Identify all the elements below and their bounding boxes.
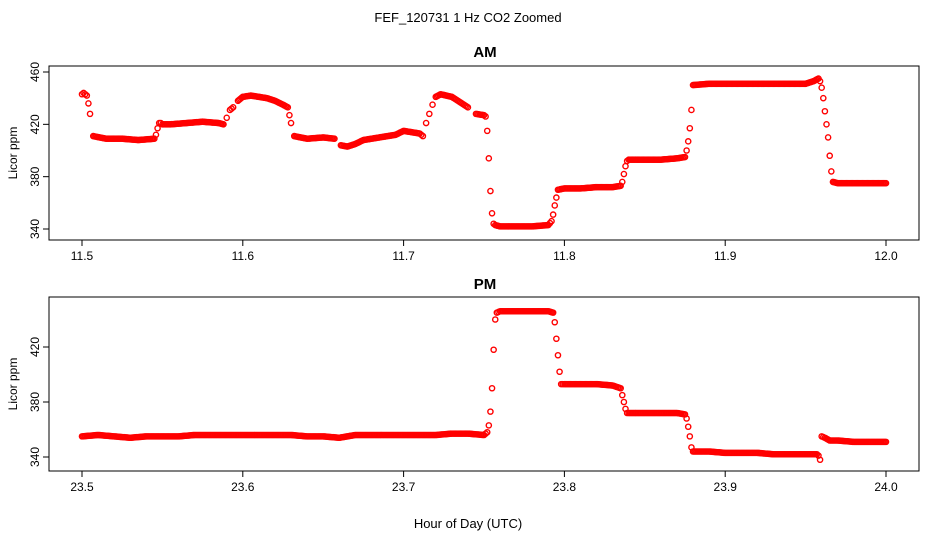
- am-data-point: [331, 135, 338, 143]
- am-data-point: [220, 121, 227, 128]
- panel-am-y-axis: 340 380 420 460: [28, 62, 49, 239]
- panel-pm-ylabel: Licor ppm: [6, 358, 20, 411]
- am-data-point: [429, 101, 436, 109]
- pm-data-point: [617, 384, 624, 392]
- pm-data-point: [882, 438, 890, 446]
- am-x-tick-label: 11.7: [392, 249, 415, 263]
- am-data-point: [683, 147, 690, 154]
- am-data-point: [688, 106, 695, 114]
- am-data-point: [819, 94, 827, 102]
- am-y-tick-label: 340: [28, 219, 42, 239]
- am-data-point: [287, 119, 295, 127]
- panel-pm-y-axis: 340 380 420: [28, 337, 49, 467]
- am-x-tick-label: 11.9: [714, 249, 737, 263]
- am-data-point: [83, 92, 91, 99]
- panel-am-x-axis: 11.5 11.6 11.7 11.8 11.9 12.0: [71, 240, 898, 263]
- pm-x-tick-label: 24.0: [874, 480, 898, 494]
- am-data-point: [426, 110, 433, 118]
- figure-title: FEF_120731 1 Hz CO2 Zoomed: [374, 10, 561, 25]
- pm-data-point: [488, 384, 496, 392]
- am-data-point: [620, 170, 628, 178]
- am-data-point: [419, 132, 427, 140]
- pm-data-point: [490, 346, 497, 354]
- am-x-tick-label: 11.8: [553, 249, 576, 263]
- am-data-point: [824, 134, 832, 141]
- am-data-point: [549, 211, 557, 218]
- am-data-point: [223, 114, 231, 122]
- am-data-point: [229, 104, 237, 111]
- am-y-tick-label: 420: [28, 114, 42, 134]
- pm-data-point: [549, 309, 557, 316]
- pm-data-point: [483, 428, 491, 436]
- figure-xlabel: Hour of Day (UTC): [414, 516, 522, 531]
- panel-am: AM Licor ppm 11.5 11.6 11.7 11.8 11.9 12.0 34…: [6, 44, 920, 263]
- pm-x-tick-label: 23.8: [553, 480, 577, 494]
- am-data-point: [85, 100, 92, 107]
- panel-pm: PM Licor ppm 23.5 23.6 23.7 23.8 23.9 24.0 34…: [6, 276, 920, 494]
- am-x-tick-label: 11.6: [232, 249, 255, 263]
- panel-am-ylabel: Licor ppm: [6, 127, 20, 180]
- panel-am-frame: [48, 65, 920, 241]
- pm-data-point: [683, 415, 690, 422]
- pm-data-point: [620, 398, 628, 406]
- pm-y-tick-label: 340: [28, 447, 42, 467]
- am-data-point: [483, 127, 491, 135]
- pm-data-point: [553, 335, 560, 343]
- am-data-point: [422, 119, 430, 127]
- pm-data-point: [551, 318, 559, 326]
- am-data-point: [828, 168, 835, 175]
- am-data-point: [286, 111, 293, 119]
- am-data-point: [686, 124, 694, 132]
- pm-x-tick-label: 23.5: [70, 480, 94, 494]
- pm-data-point: [816, 456, 824, 464]
- am-data-point: [823, 121, 830, 128]
- am-data-point: [464, 104, 472, 111]
- am-data-point: [488, 209, 496, 217]
- am-data-point: [681, 153, 689, 161]
- pm-x-tick-label: 23.6: [231, 480, 255, 494]
- am-data-point: [882, 179, 890, 187]
- am-data-point: [284, 104, 292, 111]
- panel-am-points: [78, 75, 890, 230]
- am-y-tick-label: 380: [28, 166, 42, 186]
- pm-y-tick-label: 380: [28, 392, 42, 412]
- panel-pm-frame: [48, 296, 920, 472]
- panel-am-title: AM: [473, 44, 496, 61]
- am-data-point: [482, 113, 489, 120]
- panel-pm-title: PM: [474, 276, 497, 293]
- am-data-point: [487, 187, 494, 195]
- am-x-tick-label: 12.0: [874, 249, 898, 263]
- am-x-tick-label: 11.5: [71, 249, 94, 263]
- pm-data-point: [686, 433, 694, 440]
- am-data-point: [618, 178, 626, 186]
- am-data-point: [86, 110, 94, 118]
- am-y-tick-label: 460: [28, 62, 42, 82]
- am-data-point: [818, 84, 825, 91]
- pm-data-point: [485, 422, 493, 429]
- pm-data-point: [491, 316, 499, 323]
- am-data-point: [816, 77, 824, 85]
- am-data-point: [485, 155, 493, 162]
- pm-x-tick-label: 23.7: [392, 480, 416, 494]
- pm-data-point: [556, 368, 563, 376]
- am-data-point: [553, 194, 560, 201]
- pm-x-tick-label: 23.9: [714, 480, 738, 494]
- pm-data-point: [487, 408, 494, 415]
- panel-pm-x-axis: 23.5 23.6 23.7 23.8 23.9 24.0: [70, 471, 898, 494]
- pm-data-point: [554, 351, 562, 359]
- pm-data-point: [684, 423, 692, 431]
- am-data-point: [821, 107, 829, 115]
- am-data-point: [684, 138, 692, 145]
- am-data-point: [152, 131, 160, 139]
- panel-pm-points: [78, 307, 890, 464]
- pm-y-tick-label: 420: [28, 337, 42, 357]
- pm-data-point: [618, 391, 626, 399]
- am-data-point: [548, 217, 555, 225]
- am-data-point: [551, 202, 559, 209]
- am-data-point: [826, 152, 834, 160]
